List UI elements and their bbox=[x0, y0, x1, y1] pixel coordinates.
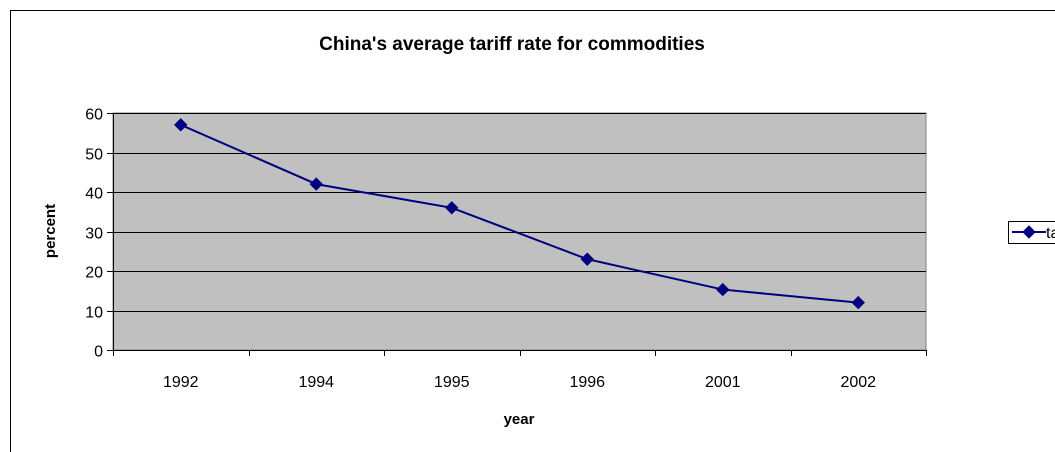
x-tick-label: 1996 bbox=[569, 374, 605, 391]
x-axis-title: year bbox=[504, 411, 535, 428]
legend-label-tariff: tariff bbox=[1046, 225, 1055, 242]
y-axis-title: percent bbox=[42, 204, 59, 258]
y-tick-label: 40 bbox=[85, 186, 103, 203]
x-tick-label: 2002 bbox=[840, 374, 876, 391]
y-tick-label: 60 bbox=[85, 107, 103, 124]
x-tick-label: 1995 bbox=[434, 374, 470, 391]
y-tick-label: 20 bbox=[85, 265, 103, 282]
y-tick-label: 0 bbox=[94, 344, 103, 361]
chart-title: China's average tariff rate for commodit… bbox=[319, 34, 705, 55]
x-tick-label: 1992 bbox=[163, 374, 199, 391]
y-tick-label: 30 bbox=[85, 226, 103, 243]
y-tick-label: 10 bbox=[85, 305, 103, 322]
x-tick-label: 1994 bbox=[298, 374, 334, 391]
y-tick-label: 50 bbox=[85, 147, 103, 164]
x-tick-label: 2001 bbox=[705, 374, 741, 391]
legend: tariff bbox=[1009, 222, 1055, 244]
